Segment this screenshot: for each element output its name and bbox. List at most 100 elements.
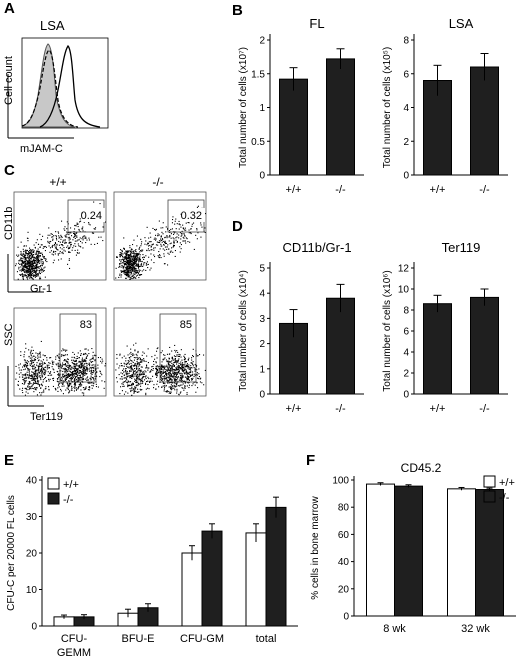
flow-event-dot xyxy=(173,245,175,247)
flow-event-dot xyxy=(42,247,44,249)
flow-event-dot xyxy=(123,259,125,261)
flow-event-dot xyxy=(132,369,134,371)
flow-event-dot xyxy=(30,360,32,362)
flow-event-dot xyxy=(31,266,33,268)
flow-event-dot xyxy=(102,240,104,242)
flow-event-dot xyxy=(163,390,165,392)
flow-event-dot xyxy=(74,357,76,359)
flow-event-dot xyxy=(62,380,64,382)
flow-event-dot xyxy=(126,259,128,261)
flow-event-dot xyxy=(130,383,132,385)
flow-event-dot xyxy=(203,384,205,386)
flow-event-dot xyxy=(165,242,167,244)
flow-event-dot xyxy=(150,236,152,238)
flow-event-dot xyxy=(74,382,76,384)
flow-event-dot xyxy=(128,372,130,374)
flow-event-dot xyxy=(167,227,169,229)
flow-event-dot xyxy=(136,270,138,272)
flow-event-dot xyxy=(74,379,76,381)
flow-event-dot xyxy=(22,267,24,269)
legend-label: +/+ xyxy=(63,479,79,491)
flow-event-dot xyxy=(160,375,162,377)
flow-event-dot xyxy=(83,353,85,355)
flow-event-dot xyxy=(139,361,141,363)
flow-event-dot xyxy=(32,383,34,385)
flow-event-dot xyxy=(130,263,132,265)
flow-event-dot xyxy=(25,380,27,382)
flow-event-dot xyxy=(168,386,170,388)
flow-event-dot xyxy=(187,365,189,367)
flow-event-dot xyxy=(197,355,199,357)
flow-event-dot xyxy=(123,365,125,367)
flow-event-dot xyxy=(29,265,31,267)
y-tick-label: 20 xyxy=(26,549,38,560)
flow-event-dot xyxy=(28,376,30,378)
flow-event-dot xyxy=(198,368,200,370)
flow-event-dot xyxy=(28,349,30,351)
flow-event-dot xyxy=(86,379,88,381)
flow-event-dot xyxy=(37,381,39,383)
flow-event-dot xyxy=(29,264,31,266)
flow-event-dot xyxy=(150,370,152,372)
flow-event-dot xyxy=(73,366,75,368)
flow-event-dot xyxy=(25,266,27,268)
flow-event-dot xyxy=(95,383,97,385)
flow-event-dot xyxy=(157,347,159,349)
flow-event-dot xyxy=(68,232,70,234)
flow-event-dot xyxy=(163,240,165,242)
flow-event-dot xyxy=(87,382,89,384)
flow-event-dot xyxy=(53,259,55,261)
flow-event-dot xyxy=(43,267,45,269)
flow-event-dot xyxy=(130,385,132,387)
flow-event-dot xyxy=(37,274,39,276)
flow-event-dot xyxy=(139,388,141,390)
flow-event-dot xyxy=(136,378,138,380)
flow-event-dot xyxy=(74,363,76,365)
flow-event-dot xyxy=(77,377,79,379)
flow-event-dot xyxy=(69,368,71,370)
flow-event-dot xyxy=(76,240,78,242)
flow-event-dot xyxy=(35,267,37,269)
flow-event-dot xyxy=(173,244,175,246)
flow-event-dot xyxy=(143,269,145,271)
flow-event-dot xyxy=(25,267,27,269)
flow-event-dot xyxy=(134,368,136,370)
y-axis-label: Total number of cells (x10⁴) xyxy=(238,270,249,392)
flow-event-dot xyxy=(90,377,92,379)
flow-event-dot xyxy=(139,357,141,359)
flow-event-dot xyxy=(138,264,140,266)
flow-event-dot xyxy=(49,242,51,244)
flow-event-dot xyxy=(162,227,164,229)
flow-event-dot xyxy=(159,254,161,256)
flow-event-dot xyxy=(123,368,125,370)
flow-event-dot xyxy=(26,250,28,252)
flow-event-dot xyxy=(121,254,123,256)
flow-event-dot xyxy=(69,232,71,234)
flow-event-dot xyxy=(80,366,82,368)
flow-event-dot xyxy=(58,383,60,385)
legend-swatch xyxy=(47,477,60,490)
flow-event-dot xyxy=(28,386,30,388)
flow-event-dot xyxy=(184,356,186,358)
flow-event-dot xyxy=(104,365,106,367)
flow-event-dot xyxy=(72,359,74,361)
flow-event-dot xyxy=(201,226,203,228)
flow-event-dot xyxy=(58,367,60,369)
flow-event-dot xyxy=(30,375,32,377)
flow-event-dot xyxy=(73,390,75,392)
flow-event-dot xyxy=(83,361,85,363)
flow-event-dot xyxy=(74,249,76,251)
flow-event-dot xyxy=(119,259,121,261)
flow-event-dot xyxy=(27,263,29,265)
flow-event-dot xyxy=(188,379,190,381)
flow-event-dot xyxy=(136,391,138,393)
flow-event-dot xyxy=(70,232,72,234)
flow-event-dot xyxy=(167,360,169,362)
flow-event-dot xyxy=(153,262,155,264)
x-tick-label: 32 wk xyxy=(461,623,490,635)
flow-event-dot xyxy=(169,374,171,376)
col-label-wt: +/+ xyxy=(49,175,66,189)
flow-event-dot xyxy=(81,363,83,365)
flow-event-dot xyxy=(94,360,96,362)
